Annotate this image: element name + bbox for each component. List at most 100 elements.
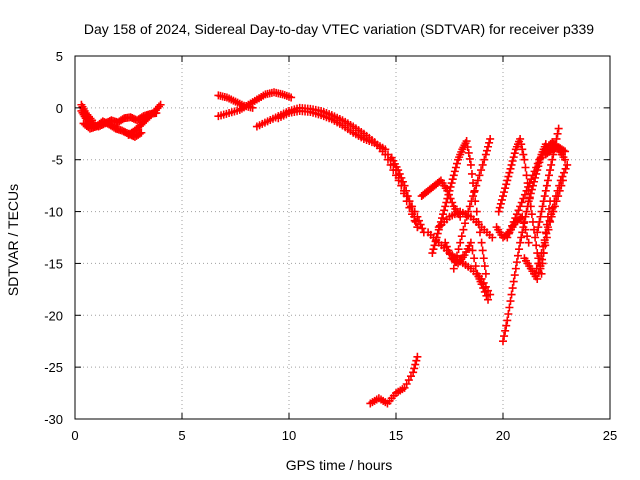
data-point [538, 259, 547, 268]
data-point [478, 160, 487, 169]
data-point [497, 195, 506, 204]
data-point [381, 145, 390, 154]
data-point [479, 254, 488, 263]
x-tick-label: 10 [282, 428, 296, 443]
data-point [516, 214, 525, 223]
data-point [482, 291, 491, 300]
data-point [431, 237, 440, 246]
x-tick-label: 0 [71, 428, 78, 443]
data-point [519, 150, 528, 159]
data-point [456, 238, 465, 247]
data-points [77, 88, 572, 408]
series-arc-x [533, 124, 563, 237]
data-point [517, 233, 526, 242]
data-point [486, 290, 495, 299]
data-point [398, 177, 407, 186]
data-point [523, 232, 532, 241]
data-point [409, 368, 418, 377]
data-point [473, 176, 482, 185]
data-point [536, 264, 545, 273]
chart-title: Day 158 of 2024, Sidereal Day-to-day VTE… [84, 21, 594, 37]
data-point [559, 146, 568, 155]
data-point [527, 210, 536, 219]
data-point [514, 206, 523, 215]
series-arc-p [417, 176, 465, 221]
data-point [551, 140, 560, 149]
data-point [504, 309, 513, 318]
data-point [442, 242, 451, 251]
data-point [156, 100, 165, 109]
data-point [540, 192, 549, 201]
y-tick-label: -15 [44, 256, 63, 271]
series-arc-u [494, 134, 555, 278]
data-point [541, 186, 550, 195]
data-point [510, 271, 519, 280]
y-tick-label: 5 [56, 49, 63, 64]
series-arc-n [441, 238, 493, 304]
data-point [524, 186, 533, 195]
data-point [488, 233, 497, 242]
data-point [451, 163, 460, 172]
data-point [516, 134, 525, 143]
series-arc-v [541, 143, 570, 159]
data-point [454, 245, 463, 254]
data-point [532, 241, 541, 250]
data-point [524, 238, 533, 247]
data-point [481, 269, 490, 278]
data-point [537, 207, 546, 216]
data-point [499, 337, 507, 346]
data-point [410, 364, 419, 373]
data-point [537, 269, 546, 278]
tick-labels: 0 5 10 15 20 25 5 0 -5 -10 -15 -20 -25 -30 [44, 49, 617, 443]
data-point [484, 142, 493, 151]
data-point [506, 164, 515, 173]
data-point [561, 155, 570, 164]
data-point [459, 225, 468, 234]
data-point [440, 206, 449, 215]
data-point [552, 134, 561, 143]
data-point [456, 212, 465, 221]
data-point [413, 352, 422, 361]
x-axis-label: GPS time / hours [286, 457, 393, 473]
data-point [477, 280, 486, 289]
data-point [539, 197, 548, 206]
data-point [428, 249, 437, 258]
series-arc-o [366, 352, 422, 408]
data-point [466, 238, 475, 247]
data-point [395, 169, 404, 178]
series-arc-i [387, 153, 422, 232]
y-tick-label: -5 [51, 153, 63, 168]
data-point [510, 149, 519, 158]
series-arc-f [214, 88, 296, 121]
data-point [517, 198, 526, 207]
data-point [466, 160, 475, 169]
data-point [499, 192, 507, 201]
data-point [506, 297, 515, 306]
y-tick-label: -30 [44, 412, 63, 427]
data-point [501, 326, 510, 335]
data-point [287, 93, 296, 102]
data-point [402, 186, 411, 195]
data-point [521, 225, 530, 234]
data-point [154, 102, 163, 111]
data-point [501, 184, 510, 193]
data-point [467, 197, 476, 206]
data-point [525, 194, 534, 203]
data-point [485, 138, 494, 147]
data-point [452, 159, 461, 168]
data-point [418, 224, 427, 233]
data-point [509, 277, 518, 286]
data-point [484, 295, 493, 304]
data-point [397, 173, 406, 182]
data-point [536, 212, 545, 221]
data-point [486, 134, 495, 143]
data-point [554, 124, 563, 133]
data-point [512, 258, 521, 267]
data-point [533, 159, 542, 168]
data-point [433, 229, 442, 238]
data-point [548, 203, 557, 212]
data-point [503, 316, 512, 325]
data-point [413, 223, 422, 232]
data-point [468, 246, 477, 255]
